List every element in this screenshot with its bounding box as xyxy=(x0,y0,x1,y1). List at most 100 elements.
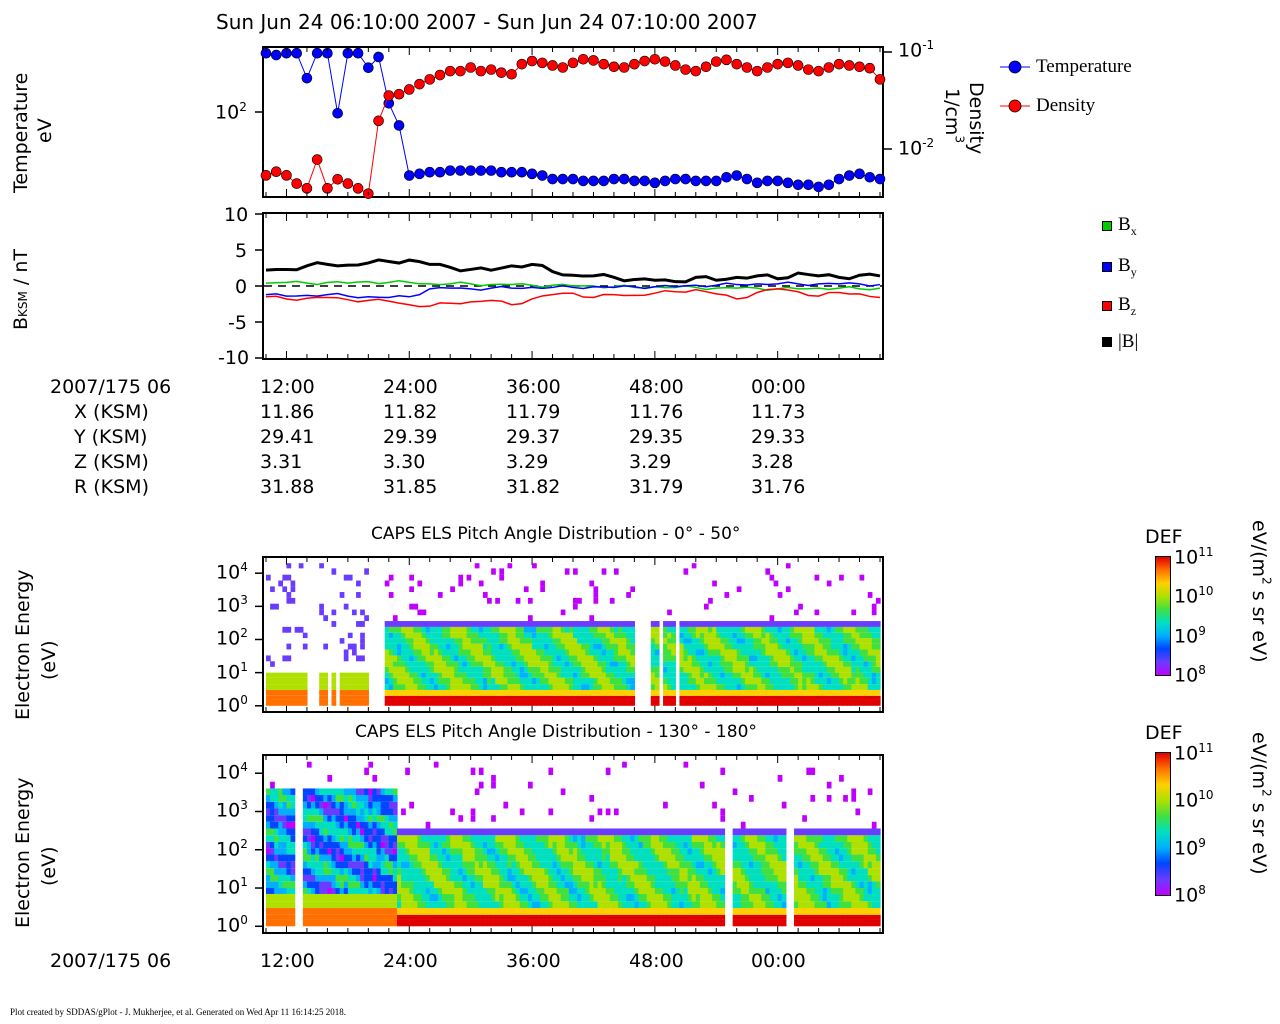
spectrogram-cell xyxy=(351,861,357,869)
spectrogram-cell xyxy=(626,689,631,696)
temperature-point xyxy=(557,173,569,185)
spectrogram-cell xyxy=(654,908,660,915)
spectrogram-cell xyxy=(663,919,668,927)
spectrogram-cell xyxy=(573,868,578,875)
spectrogram-cell xyxy=(789,643,795,650)
spectrogram-cell xyxy=(368,841,374,849)
spectrogram-cell xyxy=(306,808,312,816)
spectrogram-cell xyxy=(671,684,676,690)
spectrogram-cell xyxy=(597,861,603,869)
spectrogram-cell xyxy=(781,893,787,902)
temperature-point xyxy=(813,181,824,193)
spectrogram-cell xyxy=(810,841,816,849)
spectrogram-cell xyxy=(597,854,603,862)
spectrogram-cell xyxy=(822,888,828,894)
spectrogram-cell xyxy=(478,643,484,650)
spectrogram-cell xyxy=(761,861,767,869)
spectrogram-cell xyxy=(527,854,533,862)
spectrogram-cell xyxy=(548,684,554,690)
spectrogram-cell xyxy=(458,835,464,842)
spectrogram-cell xyxy=(437,901,443,909)
spectrogram-cell xyxy=(765,861,771,869)
spectrogram-cell xyxy=(589,677,595,685)
spectrogram-cell xyxy=(826,868,832,875)
spectrogram-cell xyxy=(650,881,656,889)
spectrogram-cell xyxy=(491,835,496,842)
spectrogram-cell xyxy=(286,788,292,795)
spectrogram-cell xyxy=(843,901,848,909)
spectrogram-cell xyxy=(351,643,357,650)
spectrogram-cell xyxy=(601,695,607,700)
spectrogram-cell xyxy=(577,672,582,678)
spectrogram-cell xyxy=(847,841,852,849)
spectrogram-cell xyxy=(511,914,517,920)
spectrogram-cell xyxy=(589,835,595,842)
spectrogram-cell xyxy=(290,788,296,795)
spectrogram-cell xyxy=(278,695,283,700)
spectrogram-cell xyxy=(372,848,378,855)
spectrogram-cell xyxy=(564,888,570,894)
spectrogram-cell xyxy=(867,835,873,842)
spectrogram-cell xyxy=(667,666,672,673)
spectrogram-cell xyxy=(818,861,824,869)
spectrogram-cell xyxy=(286,684,292,690)
spectrogram-cell xyxy=(450,699,455,706)
spectrogram-cell xyxy=(781,621,787,627)
spectrogram-cell xyxy=(814,888,820,894)
spectrogram-cell xyxy=(589,861,595,869)
spectrogram-cell xyxy=(740,908,746,915)
spectrogram-cell xyxy=(716,661,721,667)
spectrogram-cell xyxy=(847,672,852,678)
spectrogram-cell xyxy=(331,835,337,842)
spectrogram-cell xyxy=(487,874,492,882)
spectrogram-cell xyxy=(527,643,533,650)
spectrogram-cell xyxy=(429,901,435,909)
spectrogram-cell xyxy=(368,861,374,869)
spectrogram-cell xyxy=(278,881,283,889)
spectrogram-cell xyxy=(818,914,824,920)
spectrogram-cell xyxy=(282,914,288,920)
spectrogram-cell xyxy=(798,868,803,875)
spectrogram-cell xyxy=(839,689,844,696)
spectrogram-cell xyxy=(495,874,500,882)
spectrogram-cell xyxy=(720,881,726,889)
spectrogram-cell xyxy=(372,919,378,927)
spectrogram-cell xyxy=(703,835,709,842)
spectrogram-cell xyxy=(442,638,447,644)
spectrogram-cell xyxy=(654,677,660,685)
spectrogram-cell xyxy=(368,874,374,882)
spectrogram-cell xyxy=(679,861,685,869)
spectrogram-cell xyxy=(523,649,529,656)
spectrogram-cell xyxy=(875,854,881,862)
spectrogram-cell xyxy=(564,626,570,633)
spectrogram-cell xyxy=(667,661,672,667)
spectrogram-cell xyxy=(552,672,558,678)
spectrogram-cell xyxy=(597,649,603,656)
spectrogram-cell xyxy=(744,828,750,836)
spectrogram-cell xyxy=(286,815,292,822)
spectrogram-cell xyxy=(466,638,472,644)
density-point xyxy=(291,178,303,189)
spectrogram-cell xyxy=(626,649,631,656)
spectrogram-cell xyxy=(847,677,852,685)
spectrogram-cell xyxy=(319,821,324,829)
spectrogram-cell xyxy=(564,672,570,678)
spectrogram-cell xyxy=(798,841,803,849)
spectrogram-cell xyxy=(851,908,857,915)
spectrogram-cell xyxy=(757,901,762,909)
spectrogram-cell xyxy=(867,592,873,598)
spectrogram-cell xyxy=(515,649,521,656)
spectrogram-cell xyxy=(392,888,398,894)
spectrogram-cell xyxy=(736,661,742,667)
spectrogram-cell xyxy=(642,919,648,927)
spectrogram-cell xyxy=(855,638,861,644)
spectrogram-cell xyxy=(577,632,582,639)
spectrogram-cell xyxy=(306,888,312,894)
spectrogram-cell xyxy=(331,854,337,862)
temperature-point xyxy=(618,173,630,185)
spectrogram-cell xyxy=(822,655,828,662)
b-series-1 xyxy=(265,281,881,299)
spectrogram-cell xyxy=(789,672,795,678)
spectrogram-cell xyxy=(818,643,824,650)
spectrogram-cell xyxy=(613,868,619,875)
